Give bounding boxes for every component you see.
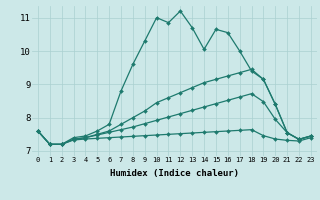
- X-axis label: Humidex (Indice chaleur): Humidex (Indice chaleur): [110, 169, 239, 178]
